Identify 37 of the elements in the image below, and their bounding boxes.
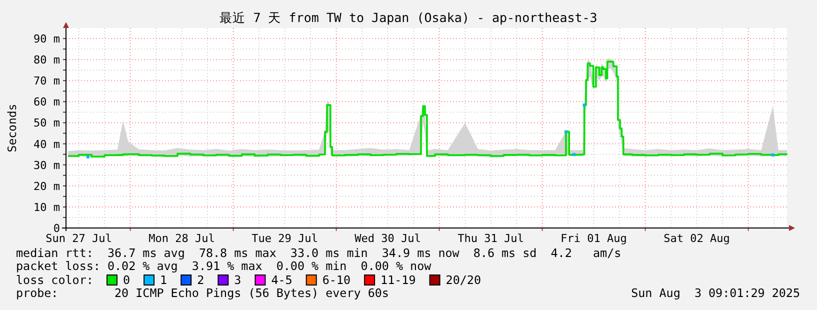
legend-title: loss color: bbox=[16, 273, 94, 287]
x-tick-label: Thu 31 Jul bbox=[458, 232, 524, 245]
text: Sun Aug 3 09:01:29 2025 bbox=[631, 286, 800, 300]
y-tick-label: 20 m bbox=[34, 180, 60, 193]
point bbox=[572, 153, 576, 156]
point bbox=[564, 130, 568, 134]
y-tick-label: 90 m bbox=[34, 32, 60, 46]
y-tick-label: 50 m bbox=[34, 116, 60, 130]
point bbox=[582, 104, 586, 107]
text: probe: 20 ICMP Echo Pings (56 Bytes) every 60s bbox=[16, 286, 389, 300]
legend-label: 0 bbox=[123, 273, 130, 287]
y-axis-title: Seconds bbox=[5, 104, 19, 152]
x-tick-label: Mon 28 Jul bbox=[148, 232, 215, 245]
y-tick-label: 80 m bbox=[34, 54, 60, 67]
legend-label: 11-19 bbox=[380, 273, 416, 287]
text: median rtt: 36.7 ms avg 78.8 ms max 33.0 ms min 34.9 ms now 8.6 ms sd 4.2 am/s bbox=[16, 246, 622, 260]
legend-label: 1 bbox=[160, 273, 168, 287]
legend-label: 4-5 bbox=[271, 273, 292, 287]
y-tick-label: 40 m bbox=[34, 138, 60, 151]
point bbox=[86, 155, 90, 158]
y-tick-label: 0 bbox=[53, 222, 60, 235]
x-tick-label: Tue 29 Jul bbox=[252, 232, 318, 245]
legend-label: 2 bbox=[197, 273, 204, 287]
y-tick-label: 60 m bbox=[34, 96, 60, 109]
x-tick-label: Sun 27 Jul bbox=[46, 232, 112, 245]
y-tick-label: 70 m bbox=[34, 74, 60, 88]
legend-label: 3 bbox=[234, 273, 242, 287]
text: packet loss: 0.02 % avg 3.91 % max 0.00 % min 0.00 % now bbox=[16, 259, 432, 273]
legend-label: 20/20 bbox=[446, 273, 481, 287]
y-tick-label: 30 m bbox=[34, 158, 60, 172]
x-tick-label: Wed 30 Jul bbox=[354, 232, 421, 245]
x-tick-label: Sat 02 Aug bbox=[664, 232, 730, 245]
legend-label: 6-10 bbox=[322, 273, 351, 287]
x-tick-label: Fri 01 Aug bbox=[560, 232, 627, 245]
chart-title: 最近 7 天 from TW to Japan (Osaka) - ap-northeast-3 bbox=[220, 10, 598, 25]
point bbox=[771, 153, 774, 156]
y-tick-label: 10 m bbox=[34, 200, 60, 214]
